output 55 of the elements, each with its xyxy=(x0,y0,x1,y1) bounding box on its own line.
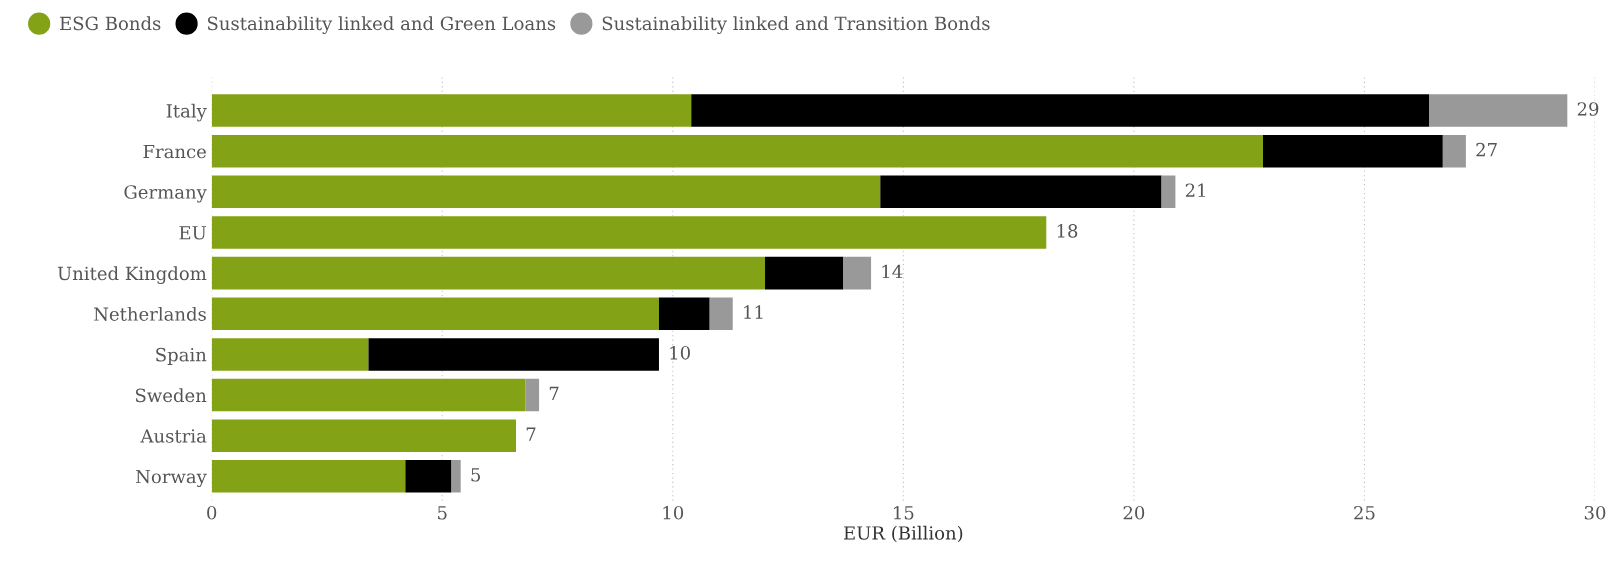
bar xyxy=(211,256,766,290)
y-tick-label: Germany xyxy=(124,185,207,203)
bar xyxy=(843,256,872,290)
total-label: 7 xyxy=(526,427,536,441)
legend-label: Sustainability linked and Green Loans xyxy=(207,16,556,34)
bar xyxy=(1263,134,1443,168)
bar xyxy=(1161,175,1176,209)
x-tick-label: 30 xyxy=(1584,505,1606,520)
bar xyxy=(211,216,1047,249)
bar xyxy=(658,297,710,331)
bar xyxy=(211,378,526,412)
bar xyxy=(211,338,369,371)
total-label: 29 xyxy=(1577,102,1599,116)
y-tick-label: Italy xyxy=(166,103,207,122)
y-tick-label: United Kingdom xyxy=(57,266,207,284)
bar xyxy=(211,134,1263,168)
y-tick-label: Spain xyxy=(156,347,207,366)
bar xyxy=(1442,134,1466,168)
legend-label: ESG Bonds xyxy=(60,16,161,31)
x-tick-label: 5 xyxy=(438,506,447,520)
x-tick-label: 10 xyxy=(663,505,684,520)
bar xyxy=(765,256,844,290)
y-tick-label: Austria xyxy=(140,429,207,443)
bar xyxy=(368,338,659,371)
total-label: 7 xyxy=(549,386,559,401)
y-tick-label: France xyxy=(143,144,206,159)
bar xyxy=(709,297,733,331)
bar xyxy=(211,419,517,452)
y-tick-label: Norway xyxy=(136,469,207,488)
x-tick-label: 15 xyxy=(894,505,914,520)
bar xyxy=(211,94,692,127)
bar xyxy=(405,460,452,493)
total-label: 27 xyxy=(1476,142,1497,157)
y-tick-label: Sweden xyxy=(135,388,207,403)
bar xyxy=(211,297,659,331)
y-tick-label: EU xyxy=(179,226,207,240)
bar xyxy=(691,94,1429,127)
total-label: 5 xyxy=(471,468,481,482)
x-tick-label: 0 xyxy=(207,505,217,520)
x-tick-label: 20 xyxy=(1123,505,1145,520)
bar xyxy=(211,175,881,209)
total-label: 18 xyxy=(1057,224,1078,238)
x-tick-label: 25 xyxy=(1354,505,1375,520)
total-label: 10 xyxy=(670,345,690,360)
bar xyxy=(211,460,406,493)
y-tick-label: Netherlands xyxy=(94,306,206,321)
bar xyxy=(525,378,540,412)
bar xyxy=(880,175,1162,209)
bar xyxy=(451,460,461,493)
total-label: 14 xyxy=(882,264,903,279)
legend-label: Sustainability linked and Transition Bonds xyxy=(602,16,990,34)
bar xyxy=(1429,94,1568,127)
total-label: 21 xyxy=(1185,183,1206,197)
total-label: 11 xyxy=(744,305,763,319)
x-axis-title: EUR (Billion) xyxy=(844,525,963,543)
